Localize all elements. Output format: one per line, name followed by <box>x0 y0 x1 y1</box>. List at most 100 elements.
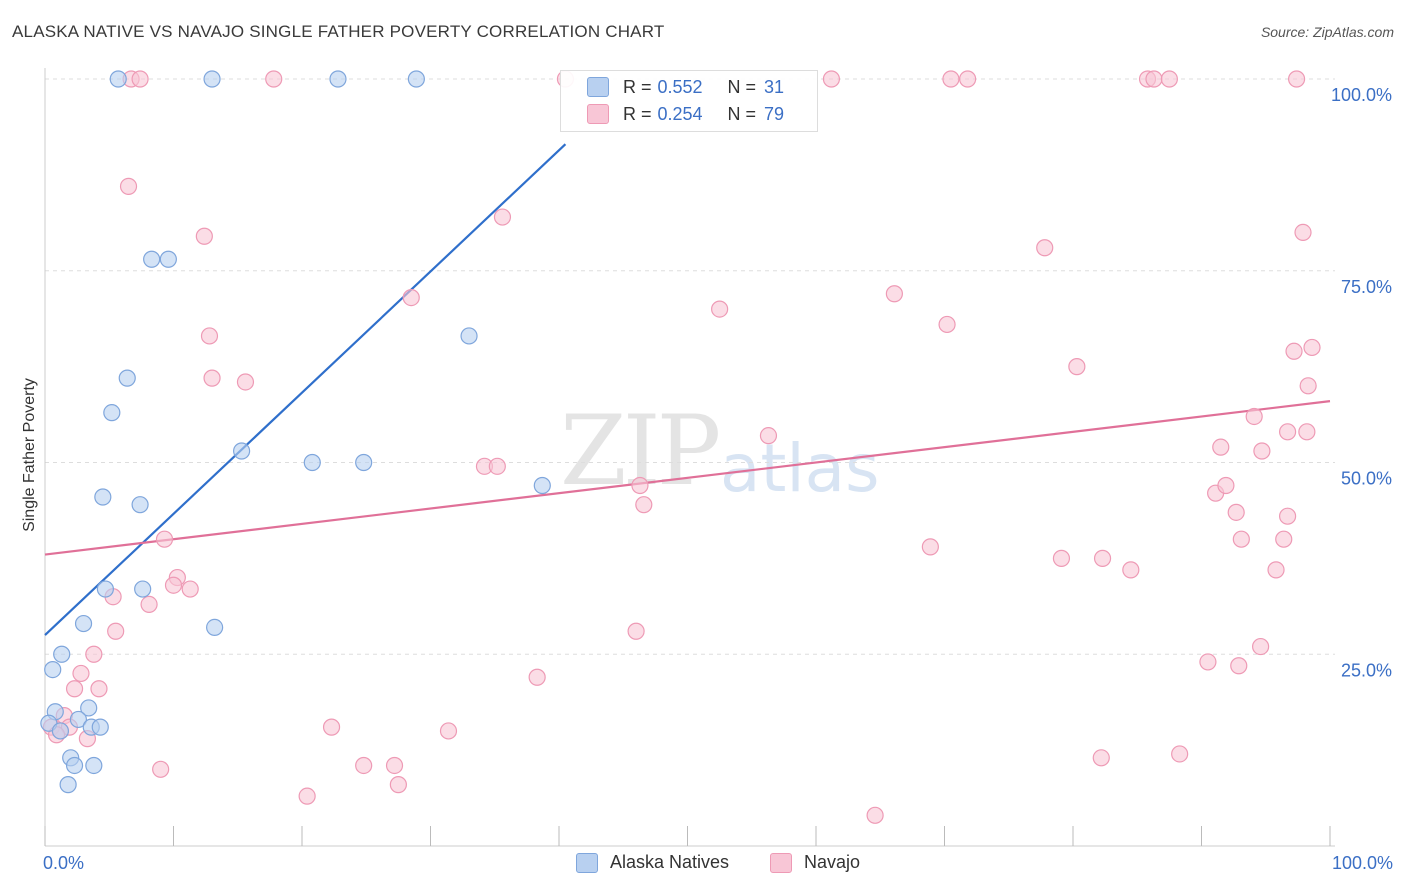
legend-item-alaska-natives[interactable]: Alaska Natives <box>576 852 729 873</box>
navajo-point <box>1122 561 1140 579</box>
y-tick-label: 25.0% <box>1341 660 1392 680</box>
navajo-point <box>439 722 458 740</box>
y-tick-label: 50.0% <box>1341 469 1392 489</box>
legend-n-value: 79 <box>764 103 785 124</box>
data-points <box>40 70 1321 824</box>
navajo-point <box>1278 423 1297 441</box>
navajo-point <box>164 576 183 594</box>
navajo-point <box>959 70 977 88</box>
legend-swatch-pink <box>587 104 609 124</box>
alaska-natives-point <box>85 756 103 775</box>
alaska-natives-point <box>91 718 109 736</box>
navajo-point <box>402 288 420 307</box>
alaska-natives-point <box>143 250 161 268</box>
alaska-natives-point <box>53 645 71 663</box>
alaska-natives-point <box>109 70 127 88</box>
grid-lines <box>45 78 1335 655</box>
navajo-trend-line <box>44 400 1331 556</box>
navajo-point <box>236 373 255 391</box>
alaska-natives-point <box>65 756 84 775</box>
navajo-point <box>1287 70 1306 88</box>
navajo-point <box>1245 407 1263 426</box>
alaska-natives-point <box>69 710 88 729</box>
navajo-point <box>1160 70 1178 88</box>
legend-r-value: 0.552 <box>657 76 703 97</box>
navajo-point <box>921 538 939 556</box>
alaska-natives-point <box>460 327 478 345</box>
navajo-point <box>355 756 373 775</box>
navajo-point <box>1294 223 1312 241</box>
navajo-point <box>1068 358 1086 376</box>
navajo-point <box>1278 507 1297 525</box>
legend-n-value: 31 <box>764 76 785 97</box>
navajo-point <box>942 70 960 88</box>
chart-title: ALASKA NATIVE VS NAVAJO SINGLE FATHER PO… <box>12 22 665 41</box>
alaska-natives-point <box>131 496 149 514</box>
navajo-point <box>1232 530 1250 548</box>
legend-row-navajo: R = 0.254 N = 79 <box>561 100 784 128</box>
alaska-natives-point <box>407 70 425 88</box>
navajo-point <box>1092 749 1110 767</box>
navajo-point <box>631 476 649 495</box>
navajo-point <box>635 496 653 514</box>
series-legend: Alaska Natives Navajo <box>0 852 1406 876</box>
y-tick-label: 75.0% <box>1341 277 1392 297</box>
navajo-point <box>1036 239 1054 257</box>
legend-item-label: Navajo <box>804 852 861 872</box>
correlation-legend: R = 0.552 N = 31 R = 0.254 N = 79 <box>560 70 818 132</box>
navajo-point <box>389 776 407 794</box>
navajo-point <box>1145 70 1163 88</box>
navajo-point <box>155 530 174 548</box>
alaska-natives-point <box>94 488 112 506</box>
navajo-point <box>181 580 199 598</box>
watermark-atlas: atlas <box>720 430 880 507</box>
legend-swatch-blue <box>587 77 609 97</box>
legend-r-label: R = <box>623 103 652 124</box>
navajo-point <box>140 595 158 613</box>
navajo-point <box>1230 657 1248 675</box>
legend-n-label: N = <box>727 76 757 97</box>
legend-n-label: N = <box>727 103 757 124</box>
navajo-point <box>1285 342 1303 360</box>
y-tick-label: 100.0% <box>1331 85 1392 105</box>
navajo-point <box>1299 377 1317 395</box>
trend-lines <box>44 143 1331 636</box>
legend-row-alaska: R = 0.552 N = 31 <box>561 73 784 101</box>
legend-r-label: R = <box>623 76 652 97</box>
alaska-natives-point <box>355 453 373 472</box>
navajo-point <box>85 645 103 663</box>
alaska-natives-point <box>134 580 152 598</box>
navajo-point <box>1303 338 1321 357</box>
navajo-point <box>822 70 841 88</box>
alaska-natives-point <box>533 476 551 495</box>
navajo-point <box>1171 745 1189 763</box>
alaska-natives-point <box>44 660 62 679</box>
navajo-point <box>1253 442 1271 460</box>
alaska-natives-point <box>96 580 114 598</box>
alaska-natives-point <box>233 442 251 460</box>
navajo-point <box>1212 438 1230 456</box>
navajo-point <box>866 806 884 824</box>
alaska-natives-point <box>203 70 221 88</box>
navajo-point <box>1217 476 1235 495</box>
navajo-point <box>90 680 108 698</box>
navajo-point <box>385 756 404 775</box>
navajo-point <box>493 208 512 226</box>
legend-swatch-pink <box>770 852 792 873</box>
navajo-point <box>1093 549 1112 567</box>
navajo-point <box>759 427 778 445</box>
alaska-natives-point <box>80 699 98 717</box>
x-tick-label: 100.0% <box>1332 853 1393 873</box>
navajo-point <box>298 787 316 805</box>
navajo-point <box>1267 561 1285 579</box>
navajo-point <box>203 369 221 387</box>
legend-item-navajo[interactable]: Navajo <box>770 852 860 873</box>
navajo-point <box>488 457 506 475</box>
legend-r-value: 0.254 <box>657 103 703 124</box>
navajo-point <box>322 718 341 736</box>
navajo-point <box>107 622 125 640</box>
alaska-natives-point <box>329 70 347 88</box>
navajo-point <box>1252 637 1270 656</box>
legend-item-label: Alaska Natives <box>610 852 730 872</box>
